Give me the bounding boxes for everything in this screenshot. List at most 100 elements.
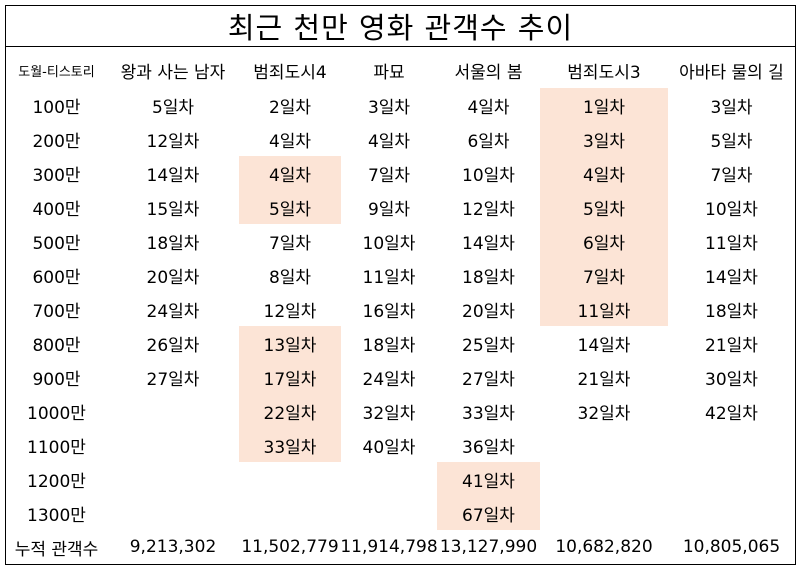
table-row: 1000만 22일차 32일차 33일차 32일차 42일차 <box>6 394 795 428</box>
table-cell: 18일차 <box>362 335 416 356</box>
column-header: 서울의 봄 <box>454 63 523 83</box>
row-label: 1000만 <box>27 403 86 424</box>
table-row: 1200만 41일차 <box>6 462 795 496</box>
highlighted-cell: 13일차 <box>239 326 341 360</box>
table-cell: 27일차 <box>146 369 200 390</box>
highlighted-cell: 7일차 <box>540 258 668 292</box>
highlighted-cell: 4일차 <box>239 156 341 190</box>
highlighted-cell: 33일차 <box>239 428 341 462</box>
highlighted-cell: 5일차 <box>540 190 668 224</box>
corner-label: 도월-티스토리 <box>18 65 95 80</box>
table-row: 100만 5일차 2일차 3일차 4일차 1일차 3일차 <box>6 88 795 122</box>
header-row: 도월-티스토리 왕과 사는 남자 범죄도시4 파묘 서울의 봄 범죄도시3 아바타 물의 길 <box>6 53 795 88</box>
highlighted-cell: 5일차 <box>239 190 341 224</box>
table-cell: 24일차 <box>146 301 200 322</box>
row-label: 700만 <box>32 301 81 322</box>
table-cell: 42일차 <box>705 403 758 424</box>
highlighted-cell: 41일차 <box>437 462 540 496</box>
table-cell: 18일차 <box>146 233 200 254</box>
table-cell: 27일차 <box>462 369 515 390</box>
table-cell: 8일차 <box>268 267 312 288</box>
total-label: 누적 관객수 <box>14 539 99 560</box>
table-cell <box>540 496 668 530</box>
table-cell: 7일차 <box>367 165 411 186</box>
row-label: 1100만 <box>27 437 86 458</box>
table-cell: 36일차 <box>462 437 515 458</box>
column-header: 아바타 물의 길 <box>679 63 784 83</box>
highlighted-cell: 22일차 <box>239 394 341 428</box>
table-cell <box>107 428 239 462</box>
row-label: 100만 <box>32 97 81 118</box>
row-label: 800만 <box>32 335 81 356</box>
table-row: 900만 27일차 17일차 24일차 27일차 21일차 30일차 <box>6 360 795 394</box>
table-frame <box>5 5 796 565</box>
total-value: 11,502,779 <box>241 537 339 557</box>
table-cell: 3일차 <box>367 97 411 118</box>
table-cell: 10일차 <box>705 199 758 220</box>
highlighted-cell: 1일차 <box>540 88 668 122</box>
table-cell: 14일차 <box>462 233 515 254</box>
table-cell: 12일차 <box>263 301 317 322</box>
highlighted-cell: 17일차 <box>239 360 341 394</box>
table-cell: 10일차 <box>462 165 515 186</box>
table-cell: 30일차 <box>705 369 758 390</box>
table-cell: 7일차 <box>710 165 753 186</box>
table-cell <box>107 462 239 496</box>
table-row: 300만 14일차 4일차 7일차 10일차 4일차 7일차 <box>6 156 795 190</box>
table-cell: 14일차 <box>146 165 200 186</box>
table-cell: 25일차 <box>462 335 515 356</box>
table-row: 600만 20일차 8일차 11일차 18일차 7일차 14일차 <box>6 258 795 292</box>
data-table: 도월-티스토리 왕과 사는 남자 범죄도시4 파묘 서울의 봄 범죄도시3 아바타 물의 길… <box>6 53 795 564</box>
table-row: 800만 26일차 13일차 18일차 25일차 14일차 21일차 <box>6 326 795 360</box>
table-cell: 33일차 <box>462 403 515 424</box>
row-label: 500만 <box>32 233 81 254</box>
table-cell: 20일차 <box>146 267 200 288</box>
table-cell: 4일차 <box>367 131 411 152</box>
table-cell: 2일차 <box>268 97 312 118</box>
table-cell <box>341 462 437 496</box>
row-label: 900만 <box>32 369 81 390</box>
table-cell: 26일차 <box>146 335 200 356</box>
highlighted-cell: 11일차 <box>540 292 668 326</box>
table-cell: 14일차 <box>705 267 758 288</box>
table-cell: 18일차 <box>705 301 758 322</box>
totals-row: 누적 관객수 9,213,302 11,502,779 11,914,798 13,12… <box>6 530 795 564</box>
table-row: 1100만 33일차 40일차 36일차 <box>6 428 795 462</box>
table-cell: 9일차 <box>367 199 411 220</box>
column-header: 범죄도시4 <box>253 63 327 83</box>
table-cell: 20일차 <box>462 301 515 322</box>
total-value: 10,805,065 <box>682 537 781 557</box>
table-cell: 11일차 <box>705 233 758 254</box>
table-cell: 32일차 <box>362 403 416 424</box>
table-cell <box>239 462 341 496</box>
table-cell: 21일차 <box>705 335 758 356</box>
row-label: 200만 <box>32 131 81 152</box>
table-cell: 18일차 <box>462 267 515 288</box>
row-label: 300만 <box>32 165 81 186</box>
table-cell: 4일차 <box>268 131 312 152</box>
table-cell <box>107 394 239 428</box>
total-value: 9,213,302 <box>129 537 217 557</box>
table-cell: 10일차 <box>362 233 416 254</box>
row-label: 400만 <box>32 199 81 220</box>
table-cell <box>341 496 437 530</box>
table-cell: 15일차 <box>146 199 200 220</box>
column-header: 범죄도시3 <box>567 63 641 83</box>
table-cell: 5일차 <box>710 131 753 152</box>
table-cell: 3일차 <box>710 97 753 118</box>
table-cell <box>540 462 668 496</box>
table-row: 700만 24일차 12일차 16일차 20일차 11일차 18일차 <box>6 292 795 326</box>
table-cell: 7일차 <box>268 233 312 254</box>
table-cell: 4일차 <box>467 97 510 118</box>
total-value: 10,682,820 <box>555 537 653 557</box>
table-cell: 16일차 <box>362 301 416 322</box>
highlighted-cell: 3일차 <box>540 122 668 156</box>
highlighted-cell: 6일차 <box>540 224 668 258</box>
row-label: 600만 <box>32 267 81 288</box>
chart-title: 최근 천만 영화 관객수 추이 <box>5 5 796 47</box>
column-header: 파묘 <box>373 63 405 83</box>
table-row: 1300만 67일차 <box>6 496 795 530</box>
row-label: 1200만 <box>27 471 86 492</box>
table-cell <box>540 428 668 462</box>
table-cell: 12일차 <box>146 131 200 152</box>
